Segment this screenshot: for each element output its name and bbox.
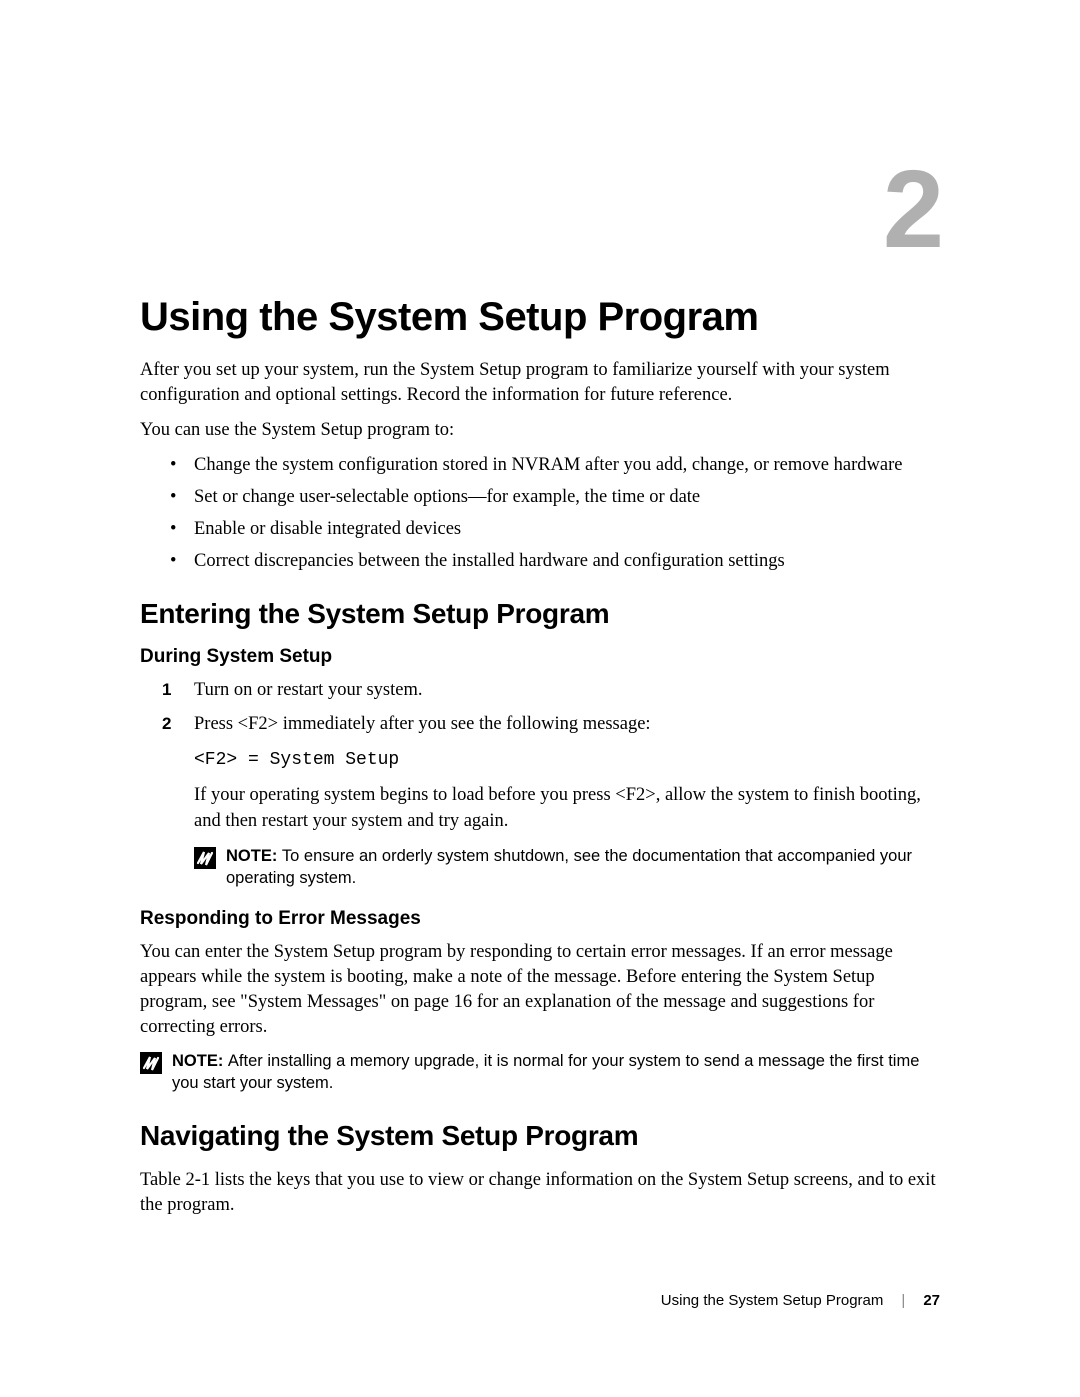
subsection-heading-responding: Responding to Error Messages [140,908,940,930]
section-heading-navigating: Navigating the System Setup Program [140,1120,940,1152]
note-text: NOTE: To ensure an orderly system shutdo… [226,845,940,890]
step-item: Press <F2> immediately after you see the… [140,712,940,889]
page-content: 2 Using the System Setup Program After y… [0,0,1080,1218]
step-item: Turn on or restart your system. [140,678,940,704]
list-item: Correct discrepancies between the instal… [140,549,940,575]
chapter-number: 2 [140,155,940,265]
page-title: Using the System Setup Program [140,295,940,340]
footer-page-number: 27 [923,1292,940,1309]
step-text: Turn on or restart your system. [194,680,423,700]
list-item: Set or change user-selectable options—fo… [140,485,940,511]
error-paragraph: You can enter the System Setup program b… [140,940,940,1040]
nav-paragraph: Table 2-1 lists the keys that you use to… [140,1168,940,1218]
note-block: NOTE: After installing a memory upgrade,… [140,1050,940,1095]
note-block: NOTE: To ensure an orderly system shutdo… [194,845,940,890]
step-text: Press <F2> immediately after you see the… [194,714,651,734]
intro-paragraph-2: You can use the System Setup program to: [140,418,940,443]
note-body: To ensure an orderly system shutdown, se… [226,847,912,887]
steps-list: Turn on or restart your system. Press <F… [140,678,940,889]
code-line: <F2> = System Setup [194,748,940,773]
note-icon [194,847,216,869]
note-label: NOTE: [172,1052,228,1070]
section-heading-entering: Entering the System Setup Program [140,598,940,630]
footer-title: Using the System Setup Program [661,1292,884,1309]
note-body: After installing a memory upgrade, it is… [172,1052,919,1092]
subsection-heading-during: During System Setup [140,646,940,668]
footer-separator: | [901,1292,905,1309]
list-item: Change the system configuration stored i… [140,453,940,479]
page-footer: Using the System Setup Program | 27 [661,1292,940,1309]
note-text: NOTE: After installing a memory upgrade,… [172,1050,940,1095]
intro-paragraph-1: After you set up your system, run the Sy… [140,358,940,408]
list-item: Enable or disable integrated devices [140,517,940,543]
note-icon [140,1052,162,1074]
note-label: NOTE: [226,847,282,865]
step-continuation: If your operating system begins to load … [194,783,940,835]
feature-list: Change the system configuration stored i… [140,453,940,575]
